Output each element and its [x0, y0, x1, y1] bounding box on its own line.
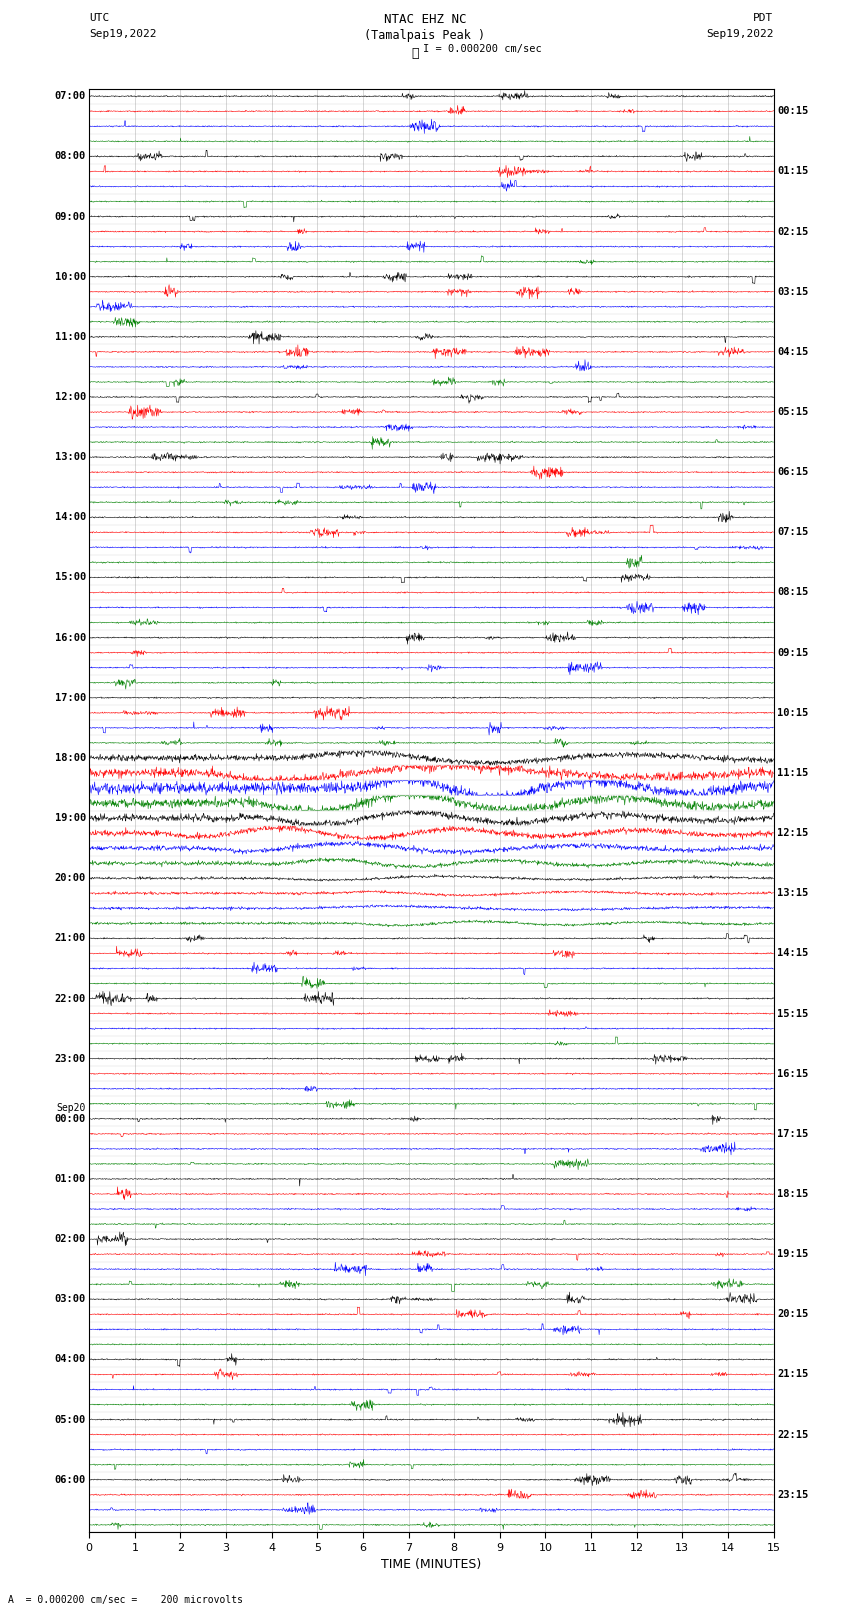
X-axis label: TIME (MINUTES): TIME (MINUTES) [382, 1558, 481, 1571]
Text: 16:00: 16:00 [54, 632, 86, 642]
Text: NTAC EHZ NC: NTAC EHZ NC [383, 13, 467, 26]
Text: 01:00: 01:00 [54, 1174, 86, 1184]
Text: 21:00: 21:00 [54, 934, 86, 944]
Text: ⏐: ⏐ [411, 47, 418, 60]
Text: 10:00: 10:00 [54, 271, 86, 282]
Text: 04:15: 04:15 [777, 347, 808, 356]
Text: 00:00: 00:00 [54, 1115, 86, 1124]
Text: 01:15: 01:15 [777, 166, 808, 176]
Text: 13:00: 13:00 [54, 452, 86, 463]
Text: 02:15: 02:15 [777, 226, 808, 237]
Text: PDT: PDT [753, 13, 774, 23]
Text: 15:00: 15:00 [54, 573, 86, 582]
Text: Sep19,2022: Sep19,2022 [706, 29, 774, 39]
Text: 16:15: 16:15 [777, 1069, 808, 1079]
Text: 03:00: 03:00 [54, 1294, 86, 1305]
Text: I = 0.000200 cm/sec: I = 0.000200 cm/sec [423, 44, 542, 53]
Text: 03:15: 03:15 [777, 287, 808, 297]
Text: 14:15: 14:15 [777, 948, 808, 958]
Text: Sep20: Sep20 [56, 1103, 86, 1113]
Text: 19:15: 19:15 [777, 1248, 808, 1260]
Text: 09:15: 09:15 [777, 648, 808, 658]
Text: 22:00: 22:00 [54, 994, 86, 1003]
Text: 11:00: 11:00 [54, 332, 86, 342]
Text: 12:15: 12:15 [777, 827, 808, 839]
Text: 20:15: 20:15 [777, 1310, 808, 1319]
Text: Sep19,2022: Sep19,2022 [89, 29, 156, 39]
Text: 21:15: 21:15 [777, 1369, 808, 1379]
Text: 15:15: 15:15 [777, 1008, 808, 1018]
Text: 13:15: 13:15 [777, 889, 808, 898]
Text: 04:00: 04:00 [54, 1355, 86, 1365]
Text: 12:00: 12:00 [54, 392, 86, 402]
Text: 20:00: 20:00 [54, 873, 86, 884]
Text: UTC: UTC [89, 13, 110, 23]
Text: 14:00: 14:00 [54, 513, 86, 523]
Text: 10:15: 10:15 [777, 708, 808, 718]
Text: 08:00: 08:00 [54, 152, 86, 161]
Text: 17:00: 17:00 [54, 692, 86, 703]
Text: 18:15: 18:15 [777, 1189, 808, 1198]
Text: 17:15: 17:15 [777, 1129, 808, 1139]
Text: 18:00: 18:00 [54, 753, 86, 763]
Text: 23:00: 23:00 [54, 1053, 86, 1063]
Text: A  = 0.000200 cm/sec =    200 microvolts: A = 0.000200 cm/sec = 200 microvolts [8, 1595, 243, 1605]
Text: 02:00: 02:00 [54, 1234, 86, 1244]
Text: 00:15: 00:15 [777, 106, 808, 116]
Text: 19:00: 19:00 [54, 813, 86, 823]
Text: 07:00: 07:00 [54, 92, 86, 102]
Text: 06:00: 06:00 [54, 1474, 86, 1484]
Text: 07:15: 07:15 [777, 527, 808, 537]
Text: 08:15: 08:15 [777, 587, 808, 597]
Text: 06:15: 06:15 [777, 468, 808, 477]
Text: 11:15: 11:15 [777, 768, 808, 777]
Text: 05:15: 05:15 [777, 406, 808, 418]
Text: 05:00: 05:00 [54, 1415, 86, 1424]
Text: 23:15: 23:15 [777, 1490, 808, 1500]
Text: 09:00: 09:00 [54, 211, 86, 221]
Text: (Tamalpais Peak ): (Tamalpais Peak ) [365, 29, 485, 42]
Text: 22:15: 22:15 [777, 1429, 808, 1440]
